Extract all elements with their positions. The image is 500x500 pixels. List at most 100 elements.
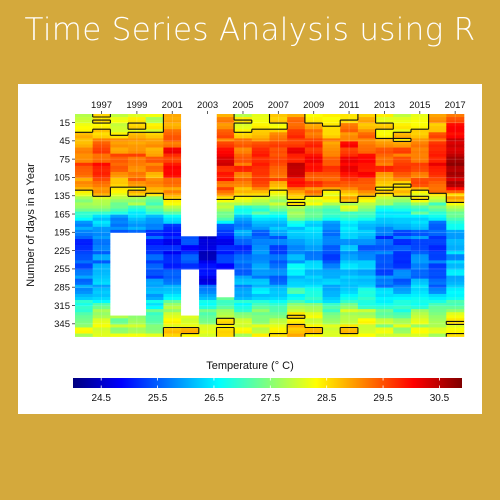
heatmap-cell	[410, 114, 429, 118]
heatmap-cell	[216, 263, 235, 267]
heatmap-cell	[234, 266, 253, 270]
heatmap-cell	[128, 223, 147, 228]
heatmap-cell	[410, 254, 429, 258]
heatmap-cell	[128, 168, 147, 173]
missing-cell	[181, 303, 200, 307]
heatmap-cell	[181, 324, 200, 328]
heatmap-cell	[163, 202, 182, 206]
heatmap-cell	[428, 266, 447, 270]
heatmap-cell	[216, 208, 235, 212]
heatmap-cell	[428, 159, 447, 164]
missing-cell	[128, 254, 147, 258]
heatmap-cell	[410, 306, 429, 310]
heatmap-cell	[145, 281, 164, 286]
heatmap-cell	[163, 287, 182, 292]
heatmap-cell	[75, 147, 93, 151]
heatmap-cell	[375, 223, 394, 228]
heatmap-cell	[446, 147, 465, 151]
heatmap-cell	[428, 190, 447, 194]
heatmap-cell	[446, 132, 465, 136]
missing-cell	[128, 303, 147, 307]
heatmap-cell	[145, 242, 164, 246]
colorbar-tick-label: 27.5	[261, 393, 281, 404]
heatmap-cell	[375, 327, 394, 331]
heatmap-cell	[340, 174, 359, 179]
heatmap-cell	[92, 290, 111, 295]
heatmap-cell	[446, 159, 465, 164]
heatmap-cell	[340, 181, 359, 185]
heatmap-cell	[428, 260, 447, 264]
heatmap-cell	[410, 147, 429, 151]
heatmap-cell	[75, 199, 93, 203]
heatmap-cell	[198, 263, 217, 267]
heatmap-cell	[145, 144, 164, 148]
heatmap-cell	[269, 211, 288, 215]
heatmap-cell	[304, 293, 323, 298]
heatmap-cell	[393, 156, 412, 161]
heatmap-cell	[393, 208, 412, 212]
heatmap-cell	[357, 126, 376, 130]
heatmap-cell	[181, 251, 200, 255]
heatmap-cell	[145, 263, 164, 267]
heatmap-cell	[410, 153, 429, 157]
heatmap-cell	[251, 242, 270, 246]
heatmap-cell	[269, 132, 288, 136]
missing-cell	[181, 300, 200, 304]
heatmap-cell	[357, 223, 376, 228]
heatmap-cell	[340, 248, 359, 252]
heatmap-cell	[269, 223, 288, 228]
heatmap-cell	[110, 226, 129, 231]
heatmap-cell	[410, 135, 429, 139]
heatmap-cell	[251, 278, 270, 283]
heatmap-cell	[393, 178, 412, 182]
heatmap-cell	[145, 315, 164, 319]
heatmap-cell	[75, 187, 93, 191]
heatmap-cell	[234, 184, 253, 188]
heatmap-cell	[75, 159, 93, 164]
heatmap-cell	[446, 278, 465, 283]
heatmap-cell	[145, 193, 164, 197]
heatmap-cell	[234, 293, 253, 298]
heatmap-cell	[446, 257, 465, 261]
heatmap-cell	[393, 321, 412, 325]
heatmap-cell	[92, 120, 111, 124]
heatmap-cell	[393, 306, 412, 310]
heatmap-cell	[92, 202, 111, 206]
heatmap-cell	[75, 251, 93, 255]
heatmap-cell	[340, 272, 359, 276]
heatmap-cell	[110, 190, 129, 194]
heatmap-cell	[428, 229, 447, 234]
heatmap-cell	[128, 199, 147, 203]
heatmap-cell	[340, 150, 359, 154]
heatmap-cell	[92, 205, 111, 209]
heatmap-cell	[181, 321, 200, 325]
heatmap-cell	[216, 135, 235, 139]
heatmap-cell	[92, 333, 111, 337]
missing-cell	[128, 257, 147, 261]
heatmap-cell	[75, 312, 93, 316]
missing-cell	[198, 208, 217, 212]
missing-cell	[181, 202, 200, 206]
heatmap-cell	[216, 147, 235, 151]
heatmap-cell	[234, 275, 253, 279]
heatmap-cell	[145, 321, 164, 325]
heatmap-cell	[251, 251, 270, 255]
heatmap-cell	[216, 141, 235, 145]
heatmap-cell	[340, 199, 359, 203]
heatmap-cell	[410, 287, 429, 292]
heatmap-cell	[163, 205, 182, 209]
heatmap-cell	[393, 165, 412, 170]
heatmap-cell	[145, 214, 164, 218]
heatmap-cell	[375, 126, 394, 130]
heatmap-cell	[110, 156, 129, 161]
heatmap-cell	[198, 269, 217, 273]
heatmap-cell	[304, 300, 323, 304]
heatmap-cell	[322, 245, 341, 249]
heatmap-cell	[198, 306, 217, 310]
heatmap-cell	[269, 220, 288, 225]
heatmap-cell	[322, 269, 341, 273]
heatmap-cell	[234, 263, 253, 267]
heatmap-cell	[287, 168, 306, 173]
heatmap-cell	[428, 309, 447, 313]
heatmap-cell	[251, 114, 270, 118]
